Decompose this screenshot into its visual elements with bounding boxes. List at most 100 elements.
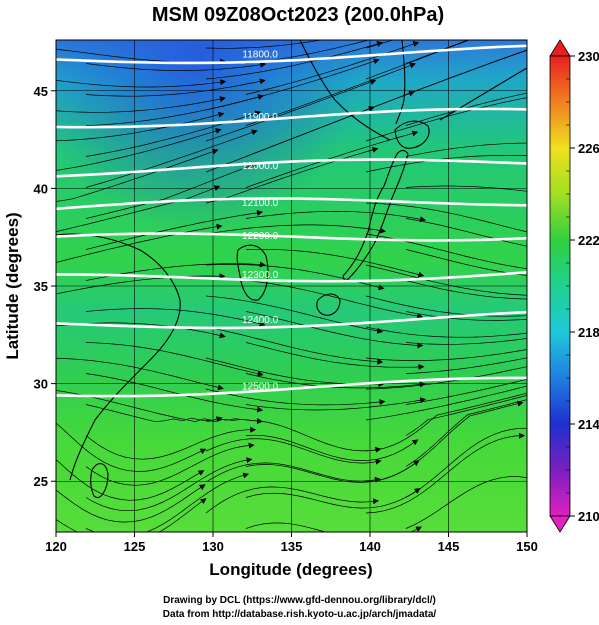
- contour-line: [56, 310, 527, 330]
- streamline: [56, 128, 222, 171]
- coastline-china: [56, 233, 181, 481]
- streamline: [56, 111, 225, 142]
- streamline: [405, 476, 527, 529]
- streamline: [405, 311, 527, 321]
- y-tick-label: 35: [34, 279, 48, 294]
- streamline: [85, 373, 264, 413]
- streamline: [56, 459, 205, 501]
- contour-label: 12500.0: [242, 381, 279, 392]
- colorbar-tick-label: 214: [578, 417, 599, 432]
- streamline: [365, 392, 527, 452]
- y-tick-label: 30: [34, 377, 48, 392]
- contour-line: [56, 271, 527, 283]
- streamline: [245, 41, 420, 95]
- y-tick-label: 40: [34, 181, 48, 196]
- coastline-hokkaido: [394, 120, 430, 149]
- streamline: [205, 40, 324, 49]
- coastline-kyushu: [316, 293, 341, 316]
- streamline: [365, 385, 527, 421]
- streamline: [365, 40, 470, 80]
- streamline: [245, 62, 416, 126]
- streamline: [205, 224, 387, 235]
- contour-label: 11900.0: [242, 112, 278, 123]
- credit-drawing: Drawing by DCL (https://www.gfd-dennou.o…: [163, 595, 436, 606]
- streamline: [245, 342, 425, 370]
- contour-line: [56, 107, 527, 129]
- streamline: [85, 61, 267, 71]
- x-tick-label: 140: [359, 539, 381, 554]
- streamline: [85, 426, 257, 460]
- colorbar-tick-label: 226: [578, 141, 599, 156]
- y-tick-label: 45: [34, 84, 48, 99]
- streamline: [405, 338, 527, 345]
- streamline: [56, 484, 206, 523]
- streamline: [365, 326, 527, 338]
- colorbar: 210 214 218 222 226 230: [549, 39, 599, 533]
- streamline: [205, 326, 384, 365]
- streamline: [365, 295, 527, 317]
- streamline: [205, 462, 381, 483]
- y-axis-label: Latitude (degrees): [3, 212, 22, 359]
- streamline: [365, 400, 524, 483]
- streamline: [245, 434, 419, 461]
- streamline: [365, 432, 525, 514]
- streamline: [245, 248, 425, 278]
- colorbar-min-arrow: [549, 515, 571, 533]
- streamline: [205, 418, 382, 453]
- streamline: [85, 457, 253, 512]
- streamline: [56, 223, 223, 263]
- streamline: [405, 249, 527, 276]
- coastlines: [56, 40, 527, 498]
- streamline: [85, 472, 250, 532]
- credit-data: Data from http://database.rish.kyoto-u.a…: [162, 609, 437, 620]
- streamline: [56, 96, 226, 113]
- contour-label: 11800.0: [242, 50, 278, 61]
- streamline: [205, 79, 377, 142]
- streamline: [405, 399, 527, 467]
- streamline: [85, 78, 266, 97]
- streamline: [56, 390, 223, 423]
- streamline: [56, 357, 224, 391]
- wind-streamlines: [56, 40, 527, 532]
- plot-area: 11800.0 11900.0 12000.0 12100.0 12200.0 12300…: [56, 40, 527, 532]
- streamline: [85, 442, 255, 486]
- streamline: [245, 311, 424, 349]
- streamline: [56, 185, 221, 233]
- streamline: [205, 295, 384, 334]
- streamline: [405, 92, 527, 126]
- x-axis-label: Longitude (degrees): [209, 560, 372, 579]
- streamline: [205, 388, 386, 406]
- streamline: [56, 498, 207, 532]
- x-tick-label: 130: [202, 539, 224, 554]
- contour-label: 12200.0: [242, 231, 279, 242]
- streamline: [85, 162, 258, 219]
- y-axis-ticks: 25 30 35 40 45: [34, 84, 56, 489]
- colorbar-tick-label: 222: [578, 233, 599, 248]
- streamline: [405, 280, 527, 300]
- streamline: [205, 146, 379, 204]
- streamline: [405, 394, 527, 436]
- streamline: [56, 79, 227, 88]
- streamline: [365, 264, 527, 296]
- colorbar-tick-label: 210: [578, 509, 599, 524]
- streamline: [56, 422, 207, 472]
- streamline: [85, 94, 265, 126]
- contour-line: [56, 376, 527, 398]
- streamline: [245, 280, 424, 319]
- streamline: [365, 154, 527, 173]
- streamline: [245, 488, 421, 509]
- colorbar-ticks: 210 214 218 222 226 230: [566, 49, 599, 524]
- x-tick-label: 150: [516, 539, 538, 554]
- streamline: [85, 342, 264, 377]
- coastline-korea: [236, 244, 269, 301]
- contour-line: [56, 44, 527, 65]
- streamline: [85, 129, 258, 188]
- streamline: [205, 106, 375, 173]
- contour-label: 12000.0: [242, 161, 279, 172]
- streamline: [85, 308, 266, 327]
- streamline: [405, 378, 527, 405]
- streamline: [405, 142, 527, 157]
- contour-line: [56, 197, 527, 211]
- streamline: [405, 185, 527, 192]
